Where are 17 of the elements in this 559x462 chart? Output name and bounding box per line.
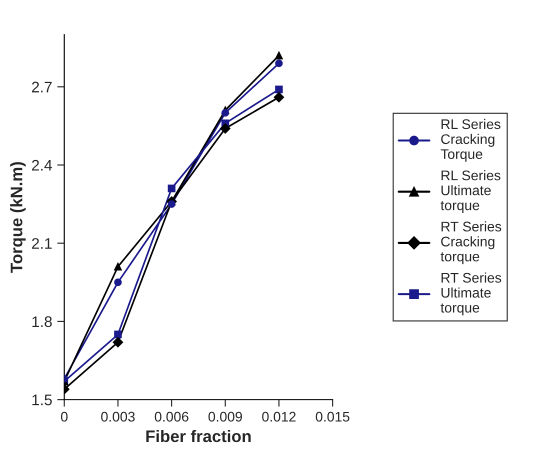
legend-label: RT Series Cracking torque bbox=[440, 221, 502, 264]
x-tick-label: 0.003 bbox=[101, 412, 135, 422]
y-tick-label: 2.4 bbox=[32, 160, 52, 171]
x-tick-label: 0.015 bbox=[316, 412, 350, 422]
x-axis-title: Fiber fraction bbox=[146, 430, 251, 442]
y-tick-label: 2.7 bbox=[32, 82, 52, 92]
x-tick-label: 0 bbox=[60, 412, 68, 422]
x-tick-label: 0.006 bbox=[154, 412, 188, 422]
x-tick-label: 0.012 bbox=[262, 412, 296, 422]
y-tick-label: 2.1 bbox=[32, 238, 52, 249]
legend-label: RL Series Cracking Torque bbox=[440, 118, 500, 162]
y-tick-label: 1.8 bbox=[32, 316, 52, 328]
legend-label: RL Series Ultimate torque bbox=[440, 170, 500, 213]
legend-label: RT Series Ultimate torque bbox=[440, 272, 502, 316]
x-tick-label: 0.009 bbox=[208, 412, 242, 422]
y-tick-label: 1.5 bbox=[32, 394, 52, 406]
y-axis-title: Torque (kN.m) bbox=[10, 162, 26, 273]
